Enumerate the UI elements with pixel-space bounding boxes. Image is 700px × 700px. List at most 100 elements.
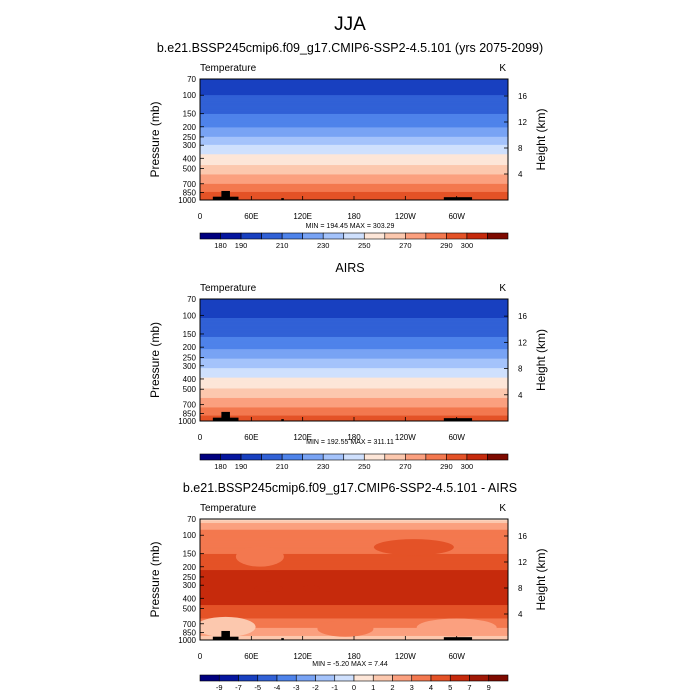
y-tick-label: 70 bbox=[187, 515, 196, 524]
contour-band bbox=[200, 349, 508, 352]
contour-band bbox=[200, 403, 508, 406]
contour-band bbox=[200, 414, 508, 417]
colorbar-swatch bbox=[220, 232, 242, 240]
y-tick-label: 150 bbox=[183, 110, 197, 119]
y-tick-label: 70 bbox=[187, 295, 196, 304]
y-tick-label: 700 bbox=[183, 401, 197, 410]
contour-band bbox=[200, 95, 508, 98]
contour-band bbox=[200, 301, 508, 304]
colorbar-label: 300 bbox=[461, 241, 474, 250]
contour-band bbox=[200, 167, 508, 170]
units-label: K bbox=[499, 63, 506, 74]
contour-band bbox=[200, 595, 508, 598]
contour-band bbox=[200, 607, 508, 610]
contour-band bbox=[200, 178, 508, 181]
units-label: K bbox=[499, 503, 506, 514]
y-tick-label: 300 bbox=[183, 141, 197, 150]
contour-band bbox=[200, 138, 508, 141]
contour-band bbox=[200, 549, 508, 552]
contour-band bbox=[200, 308, 508, 311]
contour-band bbox=[200, 155, 508, 158]
contour-band bbox=[200, 309, 508, 312]
height-tick-label: 16 bbox=[518, 532, 527, 541]
colorbar-label: 190 bbox=[235, 462, 248, 471]
contour-band bbox=[200, 376, 508, 379]
contour-band bbox=[200, 165, 508, 167]
contour-band bbox=[200, 151, 508, 154]
colorbar-swatch bbox=[405, 232, 427, 240]
contour-band bbox=[200, 166, 508, 169]
contour-band bbox=[200, 537, 508, 540]
contour-band bbox=[200, 127, 508, 130]
colorbar-swatch bbox=[261, 453, 283, 461]
colorbar-label: -9 bbox=[216, 683, 223, 692]
contour-band bbox=[200, 131, 508, 134]
contour-band bbox=[200, 374, 508, 377]
y-tick-label: 500 bbox=[183, 385, 197, 394]
colorbar-swatch bbox=[343, 232, 365, 240]
colorbar-label: 190 bbox=[235, 241, 248, 250]
contour-band bbox=[200, 159, 508, 162]
contour-band bbox=[200, 85, 508, 88]
height-tick-label: 8 bbox=[518, 365, 523, 374]
colorbar-label: -5 bbox=[254, 683, 261, 692]
y-tick-label: 250 bbox=[183, 133, 197, 142]
contour-band bbox=[200, 130, 508, 133]
contour-band bbox=[200, 134, 508, 137]
colorbar-label: -1 bbox=[331, 683, 338, 692]
contour-band bbox=[200, 147, 508, 150]
contour-band bbox=[200, 572, 508, 575]
contour-band bbox=[200, 383, 508, 385]
y-tick-label: 100 bbox=[183, 531, 197, 540]
colorbar-swatch bbox=[334, 674, 355, 682]
contour-band bbox=[200, 170, 508, 173]
contour-band bbox=[200, 315, 508, 318]
contour-band bbox=[200, 161, 508, 163]
contour-band bbox=[200, 594, 508, 597]
colorbar-swatch bbox=[384, 453, 406, 461]
variable-label: Temperature bbox=[200, 63, 257, 74]
contour-band bbox=[200, 338, 508, 341]
contour-band bbox=[200, 109, 508, 112]
topography bbox=[443, 637, 473, 640]
x-tick-label: 0 bbox=[198, 212, 203, 221]
colorbar-swatch bbox=[199, 232, 221, 240]
contour-band bbox=[200, 316, 508, 319]
contour-band bbox=[200, 602, 508, 605]
colorbar-label: -4 bbox=[274, 683, 281, 692]
contour-band bbox=[200, 395, 508, 398]
contour-band bbox=[200, 336, 508, 339]
contour-band bbox=[200, 79, 508, 81]
contour-band bbox=[200, 113, 508, 116]
colorbar: 180 190 210 230 250 270 290 300 bbox=[199, 232, 509, 250]
contour-band bbox=[200, 96, 508, 99]
contour-band bbox=[200, 351, 508, 354]
contour-band bbox=[200, 571, 508, 574]
contour-band bbox=[200, 324, 508, 327]
contour-band bbox=[200, 186, 508, 189]
contour-band bbox=[200, 99, 508, 102]
contour-band bbox=[200, 323, 508, 326]
contour-band bbox=[200, 366, 508, 369]
x-tick-label: 60W bbox=[448, 433, 465, 442]
colorbar-swatch bbox=[469, 674, 490, 682]
y-tick-label: 200 bbox=[183, 563, 197, 572]
contour-feature bbox=[317, 620, 374, 637]
y-tick-label: 70 bbox=[187, 75, 196, 84]
colorbar-label: 270 bbox=[399, 462, 412, 471]
colorbar-label: 180 bbox=[214, 241, 227, 250]
contour-band bbox=[200, 605, 508, 607]
contour-band bbox=[200, 617, 508, 620]
y-tick-label: 150 bbox=[183, 550, 197, 559]
x-tick-label: 120E bbox=[293, 212, 312, 221]
y-tick-label: 400 bbox=[183, 375, 197, 384]
colorbar-swatch bbox=[384, 232, 406, 240]
contour-band bbox=[200, 384, 508, 387]
contour-band bbox=[200, 343, 508, 346]
contour-band bbox=[200, 330, 508, 333]
contour-band bbox=[200, 97, 508, 100]
colorbar-swatch bbox=[257, 674, 278, 682]
y-tick-label: 200 bbox=[183, 343, 197, 352]
contour-band bbox=[200, 411, 508, 414]
